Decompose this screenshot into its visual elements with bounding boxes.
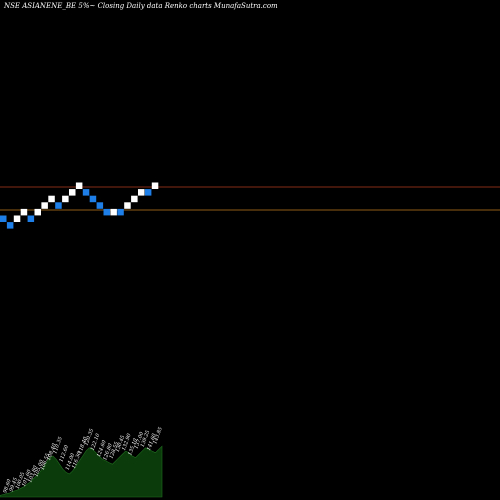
renko-brick-down <box>117 208 124 216</box>
renko-brick-up <box>62 195 69 203</box>
price-label: 122.10 <box>90 432 102 451</box>
renko-brick-up <box>69 189 76 196</box>
price-label: 118.40 <box>77 435 89 454</box>
renko-bricks <box>0 182 159 229</box>
price-label: 114.00 <box>65 452 77 471</box>
renko-brick-down <box>0 215 7 222</box>
price-label: 103.80 <box>27 464 39 483</box>
renko-brick-up <box>131 195 138 203</box>
price-label: 120.35 <box>84 428 96 446</box>
renko-brick-up <box>20 208 28 216</box>
renko-brick-down <box>89 195 97 203</box>
renko-brick-down <box>6 222 14 229</box>
price-label: 99.45 <box>9 477 20 493</box>
price-label: 105.00 <box>34 458 46 477</box>
renko-brick-up <box>34 208 41 216</box>
renko-brick-up <box>41 202 48 209</box>
price-label: 130.45 <box>115 435 127 453</box>
renko-brick-up <box>13 215 21 222</box>
renko-brick-down <box>27 215 35 222</box>
price-label: 132.90 <box>121 432 133 451</box>
price-label: 128.55 <box>109 441 121 459</box>
price-label: 124.60 <box>96 439 108 458</box>
price-label: 110.35 <box>52 436 64 454</box>
price-label: 116.30 <box>71 450 83 469</box>
price-label: 141.60 <box>146 432 158 451</box>
price-label: 137.00 <box>134 431 146 450</box>
chart-title: NSE ASIANENE_BE 5%~ Closing Daily data R… <box>3 2 278 10</box>
price-label: 100.05 <box>15 471 27 489</box>
price-label: 126.80 <box>102 442 114 461</box>
volume-area-path <box>0 445 163 498</box>
renko-brick-up <box>48 195 55 203</box>
price-label: 112.60 <box>59 444 71 463</box>
renko-brick-up <box>124 202 131 209</box>
price-label: 101.60 <box>21 468 33 487</box>
renko-brick-up <box>75 182 83 189</box>
price-label: 106.55 <box>40 453 52 471</box>
price-label: 135.10 <box>127 437 139 456</box>
renko-brick-down <box>144 189 152 196</box>
renko-brick-up <box>138 189 145 196</box>
price-label: 108.40 <box>46 442 58 461</box>
price-label: 139.25 <box>140 430 152 448</box>
price-labels: 98.6099.45100.05101.60103.80105.00106.55… <box>2 426 164 494</box>
volume-area <box>0 445 163 498</box>
renko-brick-down <box>96 202 104 209</box>
renko-brick-up <box>151 182 159 189</box>
renko-brick-up <box>110 208 117 216</box>
renko-brick-down <box>103 208 110 216</box>
price-label: 143.85 <box>152 426 164 444</box>
renko-brick-down <box>55 202 62 209</box>
renko-brick-down <box>82 189 90 196</box>
price-label: 98.60 <box>2 478 13 494</box>
